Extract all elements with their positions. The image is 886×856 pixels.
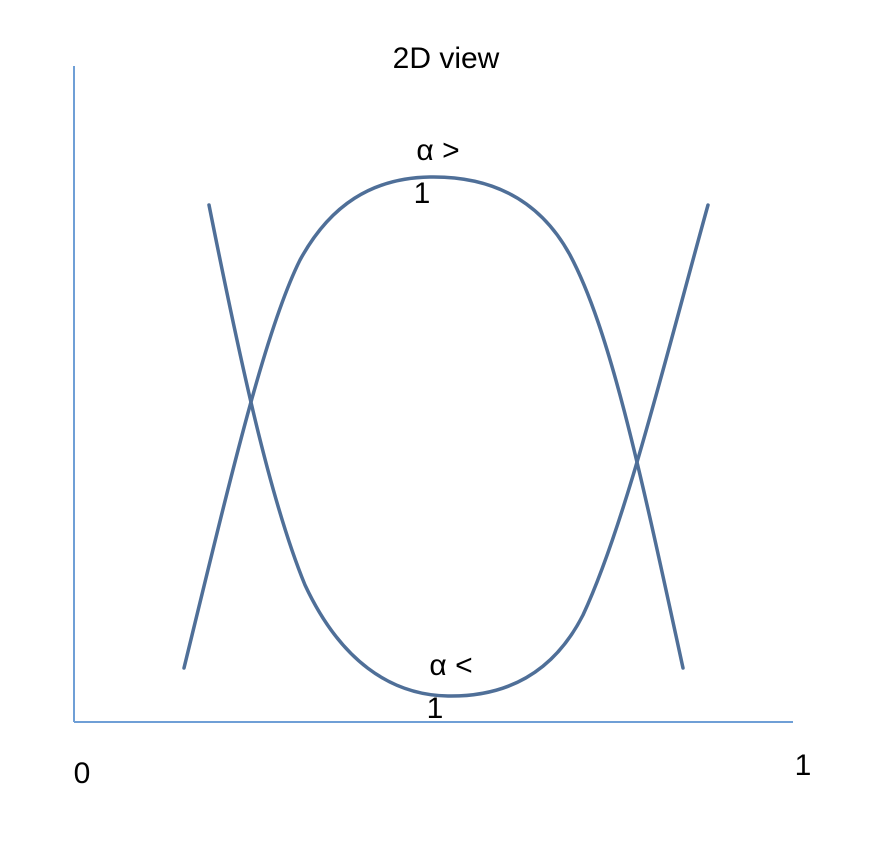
curve-label-alpha-gt-1-line2: 1 (414, 177, 431, 210)
x-axis-max-label: 1 (795, 749, 812, 782)
curve-alpha-greater-than-one (182, 175, 685, 670)
diagram-title: 2D view (393, 42, 500, 75)
curve-alpha-less-than-one (207, 203, 710, 698)
x-axis-min-label: 0 (74, 757, 91, 790)
curve-label-alpha-lt-1-line2: 1 (427, 692, 444, 725)
curve-label-alpha-lt-1-line1: α < (429, 649, 472, 682)
curve-label-alpha-gt-1-line1: α > (416, 134, 459, 167)
